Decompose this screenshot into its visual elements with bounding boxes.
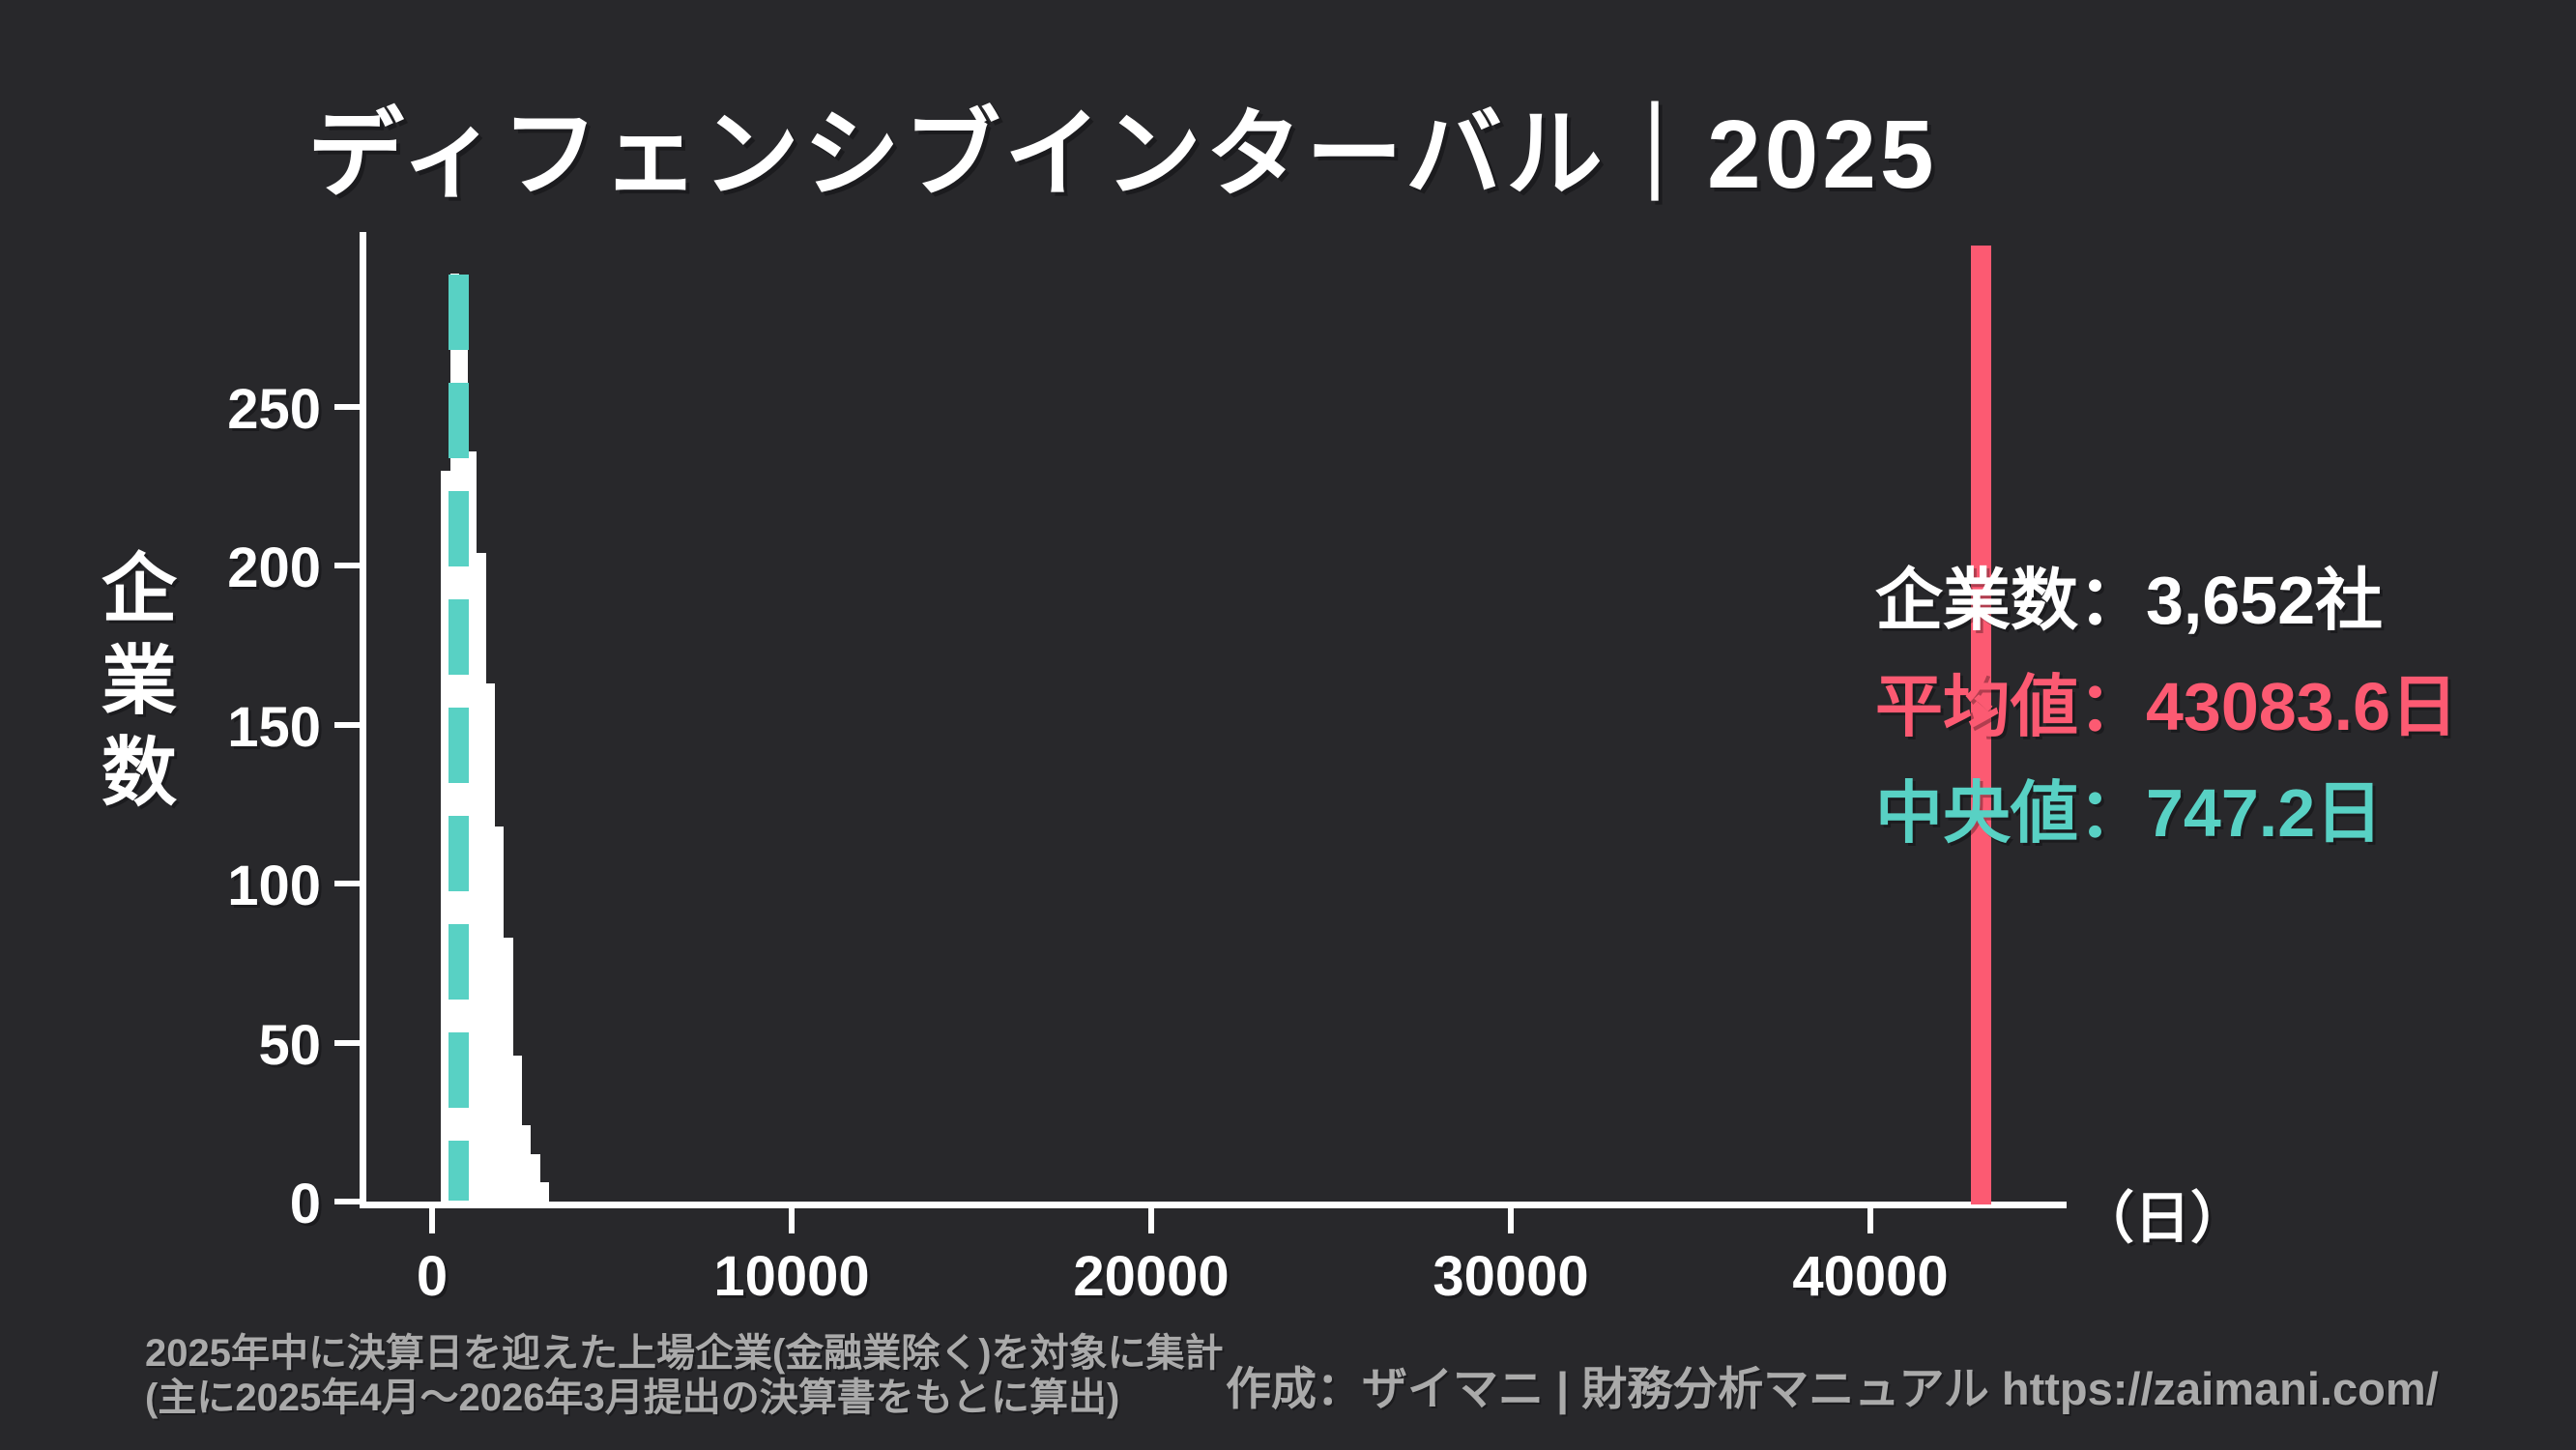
x-tick-label: 40000 [1792,1245,1949,1308]
credit-text: 作成：ザイマニ | 財務分析マニュアル https://zaimani.com/ [1226,1363,2439,1414]
y-tick-label: 0 [289,1173,321,1235]
x-tick-mark [1507,1208,1514,1233]
x-axis-spine [360,1202,2067,1208]
y-tick-label: 100 [227,855,321,918]
y-tick-mark [334,881,360,887]
x-tick-label: 10000 [713,1245,870,1308]
x-axis-unit-label: （日） [2078,1187,2247,1250]
y-axis-title: 企 業 数 [101,546,177,816]
stat-median: 中央値：747.2日 [1875,775,2384,851]
histogram-bar [539,1182,549,1202]
y-tick-label: 50 [258,1013,321,1077]
y-tick-mark [334,1199,360,1204]
histogram-bar [485,682,496,1202]
median-line [449,275,470,1201]
x-tick-mark [1867,1208,1873,1233]
y-tick-mark [334,721,360,728]
histogram-bar [441,470,450,1202]
histogram-bar [504,938,513,1202]
y-tick-mark [334,1039,360,1046]
y-tick-label: 150 [227,695,321,759]
y-tick-label: 200 [227,536,321,600]
histogram-bar [531,1153,540,1202]
histogram-bar [477,553,486,1202]
chart-title: ディフェンシブインターバル｜2025 [307,101,1938,209]
plot-area: 0 50 100 150 200 250 0 10000 20000 30000 40000 [227,232,2067,1305]
y-axis-spine [360,232,366,1207]
x-tick-mark [1147,1208,1154,1233]
x-tick-mark [428,1208,435,1233]
x-tick-label: 30000 [1433,1245,1589,1308]
histogram-bar [512,1055,522,1202]
x-tick-label: 20000 [1073,1245,1230,1308]
histogram-bar [521,1125,532,1202]
y-tick-mark [334,563,360,569]
stat-companies: 企業数：3,652社 [1875,563,2384,638]
mean-line [1971,246,1992,1204]
x-tick-label: 0 [416,1245,449,1308]
histogram-bar [495,826,505,1202]
footnote-text: 2025年中に決算日を迎えた上場企業(金融業除く)を対象に集計 (主に2025年… [145,1332,1224,1419]
x-tick-mark [788,1208,795,1233]
stat-mean: 平均値：43083.6日 [1875,669,2459,744]
stats-block: 企業数：3,652社 平均値：43083.6日 中央値：747.2日 [1875,566,2552,885]
histogram-bar [468,450,478,1202]
y-tick-mark [334,403,360,410]
y-tick-label: 250 [227,377,321,441]
